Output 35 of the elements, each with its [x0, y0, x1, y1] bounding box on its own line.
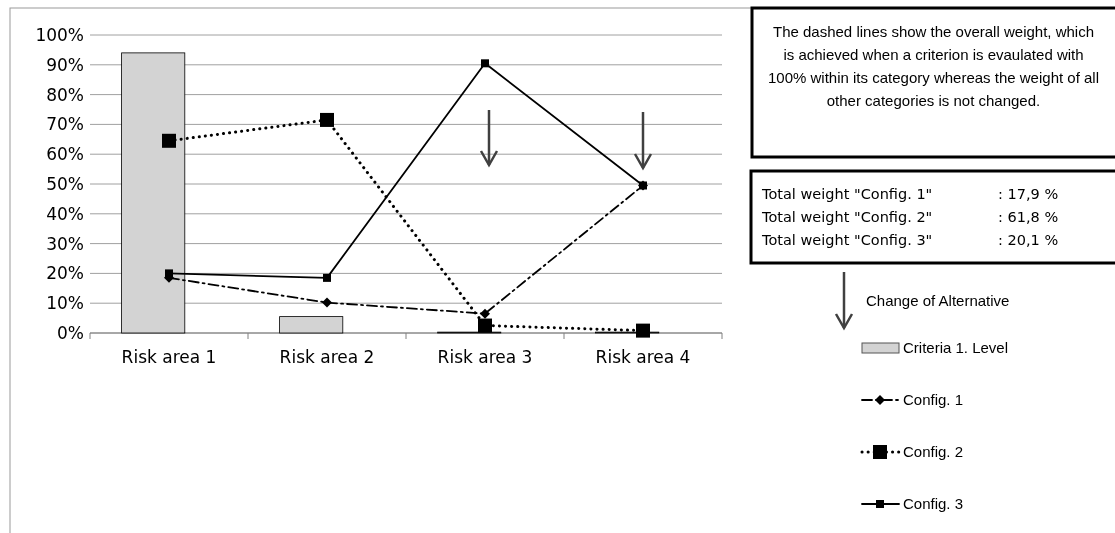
text: Total weight "Config. 2" : 61,8 % [762, 209, 1059, 225]
text: Total weight "Config. 3" : 20,1 % [762, 232, 1059, 248]
bar [279, 316, 344, 334]
point [639, 181, 647, 190]
point [323, 273, 331, 282]
x-tick-label: Risk area 1 [121, 347, 217, 367]
point [636, 323, 650, 338]
legend-label: Config. 3 [903, 495, 964, 513]
legend-label: Config. 1 [903, 391, 964, 409]
point [480, 308, 490, 319]
text: Change of Alternative [866, 292, 1010, 309]
y-tick-label: 70% [46, 114, 84, 135]
text: Total weight "Config. 1" : 17,9 % [762, 186, 1059, 202]
y-tick-label: 20% [46, 263, 84, 284]
y-tick-label: 40% [46, 203, 84, 224]
text: The dashed lines show the overall weight, which is achieved when a criterion is evaulated with 100% within its category whereas the weight of all other categories is not changed. [767, 22, 1100, 111]
point [162, 133, 176, 148]
y-tick-label: 30% [46, 233, 84, 254]
legend-label: Criteria 1. Level [903, 339, 1009, 357]
point [165, 269, 173, 278]
x-tick-label: Risk area 3 [437, 347, 533, 367]
y-tick-label: 50% [46, 173, 84, 194]
y-tick-label: 60% [46, 144, 84, 165]
point [322, 297, 332, 308]
point [478, 318, 492, 333]
point [320, 112, 334, 127]
y-tick-label: 80% [46, 84, 84, 105]
y-tick-label: 100% [35, 24, 84, 45]
y-tick-label: 90% [46, 54, 84, 75]
x-tick-label: Risk area 4 [595, 347, 691, 367]
legend-label: Config. 2 [903, 443, 964, 461]
y-tick-label: 10% [46, 293, 84, 314]
x-tick-label: Risk area 2 [279, 347, 375, 367]
point [481, 59, 489, 68]
y-tick-label: 0% [57, 322, 84, 343]
